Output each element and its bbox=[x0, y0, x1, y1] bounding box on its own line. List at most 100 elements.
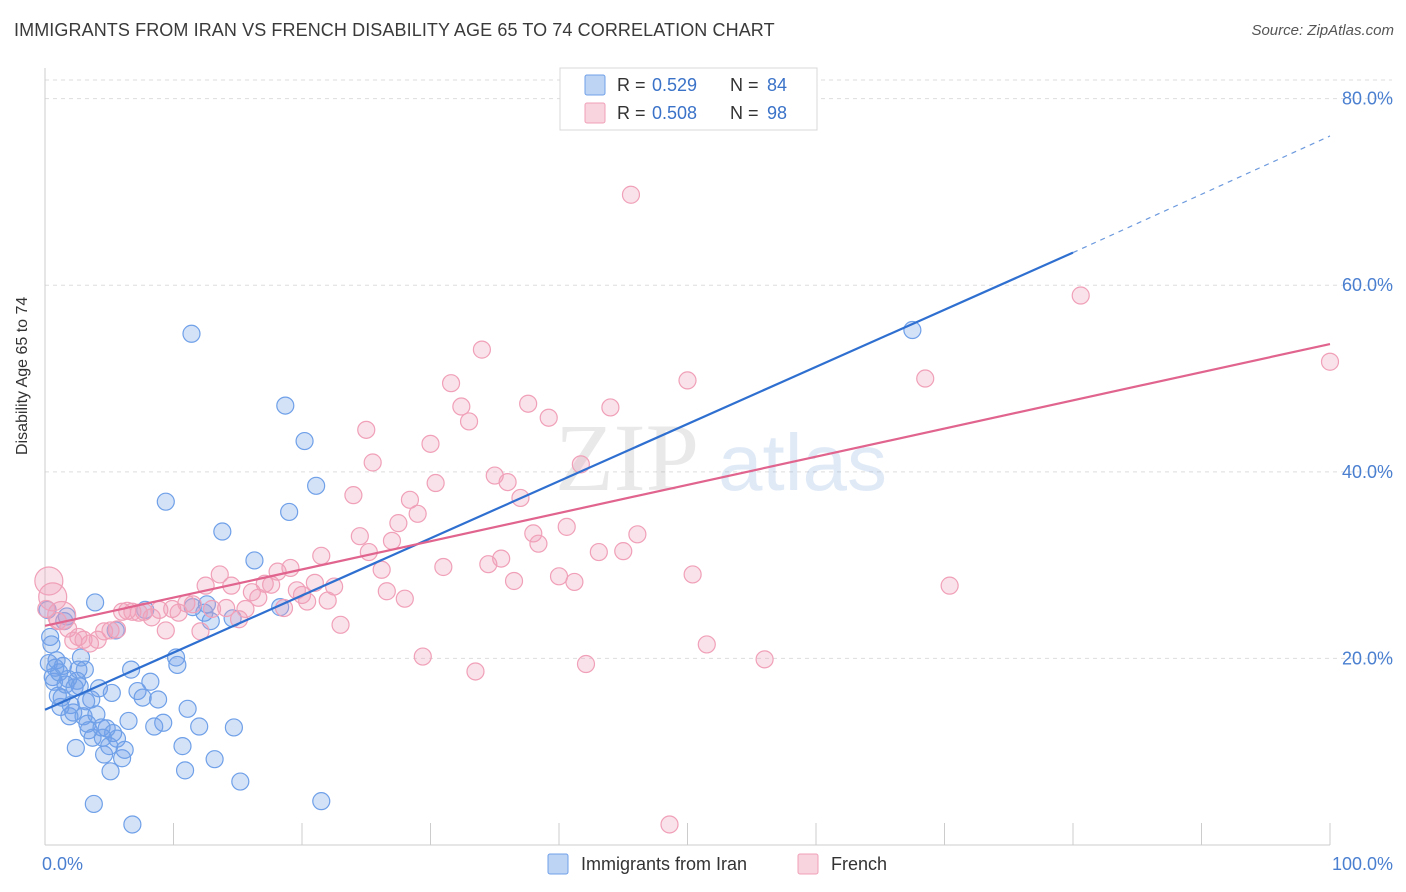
stats-swatch bbox=[584, 102, 606, 124]
french-point bbox=[142, 608, 161, 627]
iran-point bbox=[148, 690, 168, 709]
iran-point bbox=[178, 699, 197, 718]
french-point bbox=[274, 598, 294, 618]
french-point bbox=[350, 527, 369, 546]
source-label: Source: ZipAtlas.com bbox=[1251, 22, 1394, 39]
french-point bbox=[363, 453, 382, 472]
iran-point bbox=[182, 324, 201, 343]
french-point bbox=[395, 589, 414, 608]
iran-point bbox=[101, 762, 120, 781]
french-point bbox=[156, 621, 175, 640]
french-point bbox=[565, 572, 584, 592]
french-point bbox=[236, 599, 255, 619]
french-point bbox=[697, 635, 716, 654]
trend-lines bbox=[44, 135, 1331, 711]
iran-point bbox=[123, 815, 142, 834]
y-tick-label: 80.0% bbox=[1342, 89, 1393, 109]
stats-r-value: 0.508 bbox=[652, 103, 697, 123]
stats-n-value: 84 bbox=[767, 75, 787, 95]
french-point bbox=[519, 394, 538, 413]
iran-point bbox=[47, 651, 66, 670]
french-point bbox=[312, 546, 331, 565]
french-point bbox=[452, 397, 471, 416]
tick-labels: 20.0% 40.0% 60.0% 80.0% 0.0% 100.0% bbox=[42, 89, 1393, 874]
bottom-legend: Immigrants from Iran French bbox=[547, 853, 887, 875]
stats-legend: R = 0.529 N = 84 R = 0.508 N = 98 bbox=[559, 67, 818, 131]
iran-point bbox=[64, 703, 83, 722]
french-point bbox=[372, 560, 391, 579]
legend-label: French bbox=[831, 854, 887, 874]
legend-swatch bbox=[547, 853, 569, 875]
french-trend-line bbox=[44, 342, 1331, 627]
iran-point bbox=[71, 648, 91, 667]
french-point bbox=[1071, 286, 1090, 305]
french-point bbox=[389, 514, 408, 533]
french-point bbox=[576, 654, 596, 674]
iran-point bbox=[102, 683, 121, 703]
iran-point bbox=[133, 688, 152, 707]
french-point bbox=[492, 549, 511, 568]
french-point bbox=[524, 524, 543, 543]
french-point bbox=[601, 398, 620, 417]
y-tick-label: 40.0% bbox=[1342, 462, 1393, 482]
french-point bbox=[498, 472, 517, 492]
french-point bbox=[529, 534, 548, 553]
stats-box-frame bbox=[559, 67, 818, 131]
french-point bbox=[466, 662, 485, 681]
french-point bbox=[504, 571, 524, 591]
y-tick-label: 20.0% bbox=[1342, 648, 1393, 668]
iran-point bbox=[175, 761, 195, 780]
iran-point bbox=[115, 740, 134, 759]
french-point bbox=[377, 582, 396, 601]
stats-r-label: R = bbox=[617, 75, 646, 95]
french-point bbox=[557, 517, 576, 536]
french-point bbox=[107, 620, 127, 639]
iran-trend-extension bbox=[1072, 135, 1331, 254]
iran-point bbox=[119, 711, 138, 731]
stats-n-label: N = bbox=[730, 103, 759, 123]
french-point bbox=[678, 371, 697, 390]
iran-point bbox=[224, 718, 243, 737]
x-tick-label-max: 100.0% bbox=[1332, 854, 1393, 874]
stats-n-label: N = bbox=[730, 75, 759, 95]
iran-point bbox=[312, 792, 331, 811]
french-point bbox=[382, 531, 402, 550]
french-point bbox=[916, 369, 935, 388]
french-point bbox=[344, 486, 363, 505]
legend-label: Immigrants from Iran bbox=[581, 854, 747, 874]
french-point bbox=[183, 595, 202, 614]
french-point bbox=[357, 420, 376, 439]
french-point bbox=[614, 542, 633, 561]
french-point bbox=[210, 565, 229, 584]
french-point bbox=[621, 185, 641, 204]
iran-point bbox=[66, 738, 85, 758]
zipatlas-watermark: ZIP atlas bbox=[555, 404, 887, 511]
iran-point bbox=[83, 728, 102, 747]
iran-trend-line bbox=[44, 251, 1074, 711]
iran-point bbox=[307, 476, 326, 495]
iran-point bbox=[44, 672, 64, 691]
iran-point bbox=[231, 772, 250, 791]
iran-point bbox=[145, 717, 164, 736]
french-point bbox=[755, 650, 774, 669]
french-point bbox=[472, 340, 491, 359]
french-point bbox=[400, 490, 420, 509]
iran-point bbox=[75, 660, 94, 679]
french-point bbox=[408, 504, 427, 523]
iran-point bbox=[276, 396, 295, 415]
x-tick-label-min: 0.0% bbox=[42, 854, 83, 874]
iran-point bbox=[92, 718, 111, 737]
iran-point bbox=[295, 431, 314, 451]
french-point bbox=[660, 815, 679, 834]
french-point bbox=[628, 525, 647, 544]
french-point bbox=[217, 598, 236, 618]
french-point bbox=[434, 557, 453, 577]
french-point bbox=[359, 542, 378, 562]
iran-point bbox=[280, 502, 299, 522]
watermark-atlas: atlas bbox=[718, 418, 887, 507]
french-point bbox=[549, 567, 569, 586]
iran-point bbox=[84, 794, 103, 814]
stats-r-label: R = bbox=[617, 103, 646, 123]
iran-point bbox=[168, 655, 187, 675]
